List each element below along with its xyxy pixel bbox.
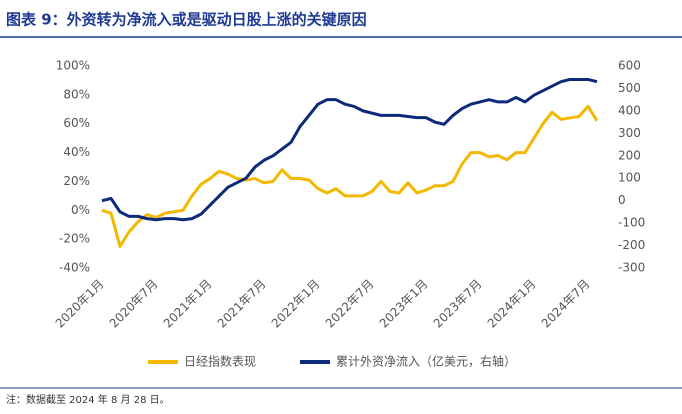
y2-tick-label: 600 bbox=[618, 59, 641, 73]
y2-tick-label: 400 bbox=[618, 103, 641, 117]
y-tick-label: 100% bbox=[56, 59, 90, 73]
x-tick-label: 2023年7月 bbox=[431, 277, 485, 331]
y-tick-label: 20% bbox=[63, 174, 90, 188]
y2-tick-label: 300 bbox=[618, 126, 641, 140]
y-tick-label: -20% bbox=[59, 232, 90, 246]
series-line bbox=[101, 104, 599, 248]
legend-label: 累计外资净流入（亿美元，右轴） bbox=[336, 354, 516, 369]
y2-tick-label: 0 bbox=[618, 193, 626, 207]
y-tick-label: 0% bbox=[71, 203, 90, 217]
footnote: 注：数据截至 2024 年 8 月 28 日。 bbox=[6, 393, 170, 406]
x-tick-label: 2023年1月 bbox=[377, 277, 431, 331]
y2-tick-label: -200 bbox=[618, 238, 645, 252]
x-tick-label: 2021年7月 bbox=[215, 277, 269, 331]
y2-tick-label: 500 bbox=[618, 81, 641, 95]
chart-title: 图表 9：外资转为净流入或是驱动日股上涨的关键原因 bbox=[6, 11, 367, 29]
y2-tick-label: -300 bbox=[618, 261, 645, 275]
y-tick-label: 60% bbox=[63, 116, 90, 130]
series-line bbox=[101, 77, 598, 222]
x-tick-label: 2020年1月 bbox=[53, 277, 107, 331]
y2-tick-label: 100 bbox=[618, 171, 641, 185]
x-tick-label: 2021年1月 bbox=[161, 277, 215, 331]
x-tick-label: 2024年7月 bbox=[539, 277, 593, 331]
y2-tick-label: -100 bbox=[618, 216, 645, 230]
y-tick-label: 80% bbox=[63, 87, 90, 101]
legend-label: 日经指数表现 bbox=[184, 354, 256, 369]
x-tick-label: 2020年7月 bbox=[107, 277, 161, 331]
y2-tick-label: 200 bbox=[618, 148, 641, 162]
x-tick-label: 2022年7月 bbox=[323, 277, 377, 331]
x-tick-label: 2024年1月 bbox=[485, 277, 539, 331]
y-tick-label: 40% bbox=[63, 145, 90, 159]
y-tick-label: -40% bbox=[59, 261, 90, 275]
x-tick-label: 2022年1月 bbox=[269, 277, 323, 331]
